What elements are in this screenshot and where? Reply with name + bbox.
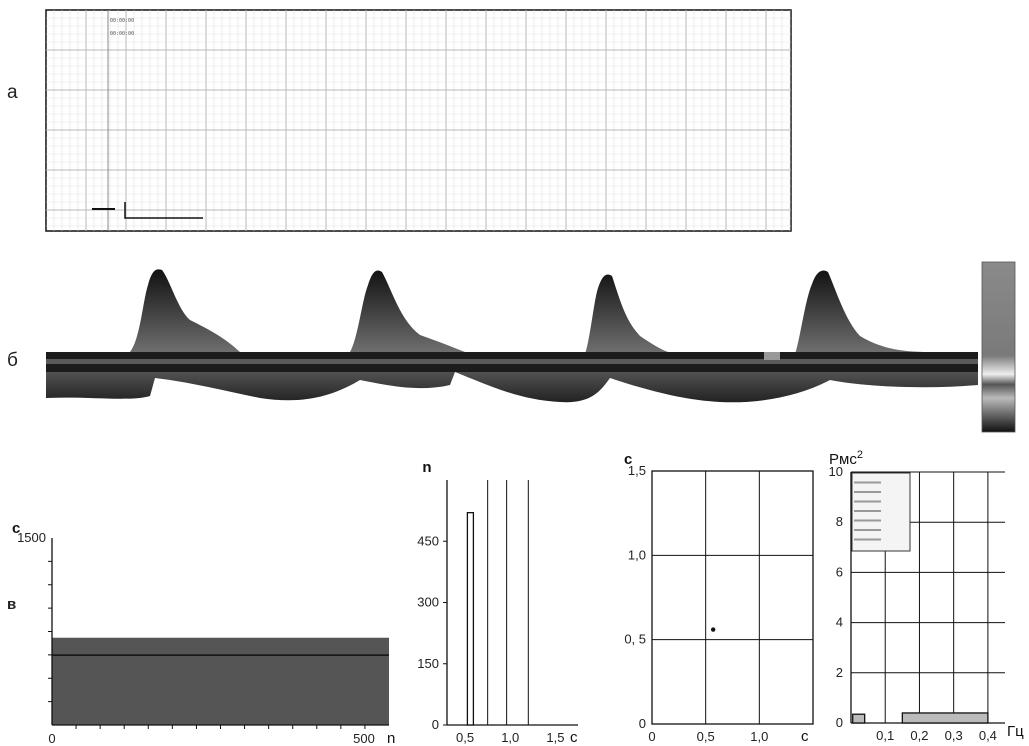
scatterogram-x-tick-label: 0,5 [697, 729, 715, 744]
rhythmogram-x-tick-label: 500 [353, 731, 375, 746]
scatterogram-x-label: с [801, 728, 809, 745]
histogram-y-label: n [422, 459, 431, 476]
scatterogram-y-label: с [624, 451, 632, 468]
doppler-baseline-center [46, 359, 978, 364]
histogram-bar [466, 512, 475, 726]
rhythmogram-x-tick-label: 0 [48, 731, 55, 746]
histogram-y-tick-label: 150 [417, 656, 439, 671]
panel-label-v: в [7, 596, 17, 613]
scatterogram-point [710, 627, 716, 632]
ecg-header-line-1: 00:00:00 [110, 18, 134, 24]
doppler-lower-envelope [46, 370, 978, 403]
spectrum-y-tick-label: 6 [836, 564, 843, 579]
spectrum-x-tick-label: 0,2 [910, 728, 928, 743]
ecg-strip-frame [45, 9, 792, 232]
scatterogram-x-tick-label: 0 [648, 729, 655, 744]
histogram-chart: 0 150 300 450 0,5 1,0 1,5 с n [417, 459, 578, 746]
scatterogram-y-tick-label: 1,5 [628, 463, 646, 478]
scatterogram-y-tick-label: 0, 5 [624, 632, 646, 647]
spectrum-x-tick-label: 0,4 [979, 728, 997, 743]
doppler-baseline [46, 352, 978, 372]
scatterogram-y-tick-label: 1,0 [628, 547, 646, 562]
spectrum-x-tick-label: 0,1 [876, 728, 894, 743]
histogram-x-tick-label: 1,0 [501, 730, 519, 745]
spectrum-band [901, 712, 989, 724]
ecg-grid [46, 10, 791, 231]
ecg-header-line-2: 00:00:00 [110, 31, 134, 37]
histogram-x-label: с [570, 729, 578, 746]
scatterogram-x-tick-label: 1,0 [750, 729, 768, 744]
doppler-marker [764, 352, 780, 360]
spectrum-y-tick-label: 10 [829, 464, 843, 479]
spectrum-y-label-superscript: 2 [857, 449, 863, 461]
rhythmogram-y-tick-label: 1500 [17, 530, 46, 545]
spectrum-y-tick-label: 4 [836, 615, 843, 630]
histogram-x-tick-label: 1,5 [546, 730, 564, 745]
rhythmogram-area [52, 637, 389, 725]
histogram-y-tick-label: 300 [417, 595, 439, 610]
spectrum-y-tick-label: 2 [836, 665, 843, 680]
spectrum-inset-table [851, 472, 911, 552]
spectrum-x-tick-label: 0,3 [945, 728, 963, 743]
histogram-x-tick-label: 0,5 [456, 730, 474, 745]
ecg-scale-bar [124, 202, 203, 219]
scatterogram-y-tick-label: 0 [639, 716, 646, 731]
histogram-y-tick-label: 0 [432, 717, 439, 732]
spectrum-band [852, 713, 866, 724]
scatterogram-chart: 0 0, 5 1,0 1,5 0 0,5 1,0 с с [624, 451, 814, 745]
scatterogram-frame [651, 470, 814, 725]
histogram-y-tick-label: 450 [417, 533, 439, 548]
panel-label-b: б [7, 350, 18, 371]
spectrum-y-label-base: Рмс [829, 451, 857, 468]
rhythmogram-chart: 1500 0 500 n с [12, 520, 395, 746]
spectrum-y-label: Рмс2 [829, 449, 863, 468]
spectrum-x-label: Гц [1007, 723, 1024, 740]
doppler-gray-scale-bar [981, 261, 1016, 433]
doppler-upper-envelope [46, 269, 978, 360]
rhythmogram-x-label: n [387, 730, 395, 746]
rhythmogram-y-label: с [12, 520, 20, 537]
spectrum-y-tick-label: 0 [836, 715, 843, 730]
spectrum-y-tick-label: 8 [836, 514, 843, 529]
panel-label-a: а [7, 82, 18, 103]
